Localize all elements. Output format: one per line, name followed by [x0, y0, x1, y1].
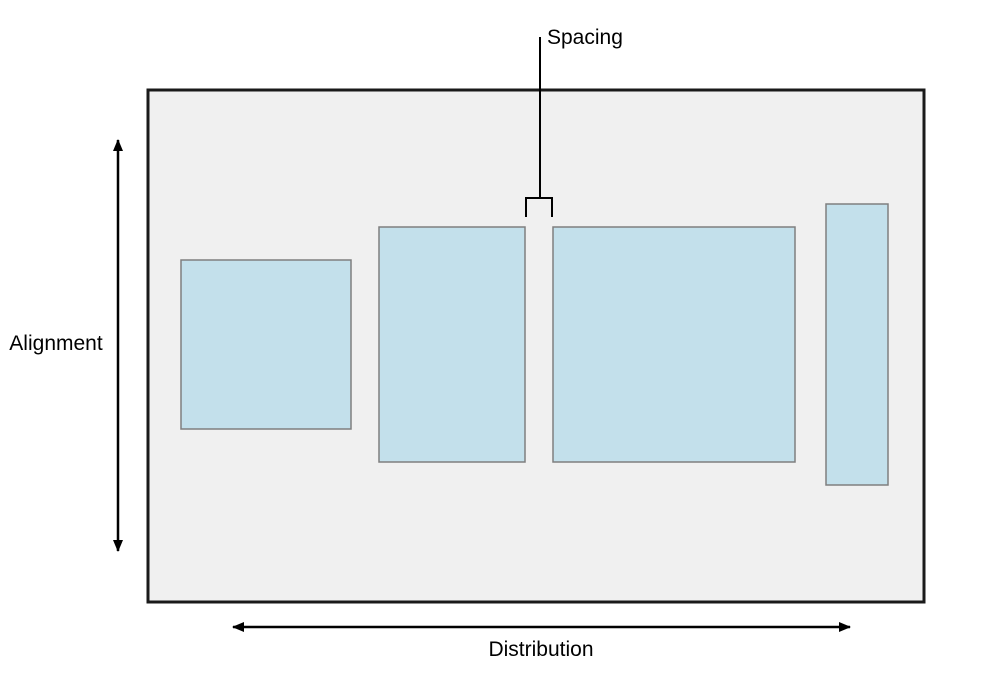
arranged-view-3	[552, 226, 796, 463]
distribution-label: Distribution	[488, 638, 593, 661]
arranged-view-1	[180, 259, 352, 430]
spacing-label: Spacing	[547, 26, 623, 49]
arranged-view-2	[378, 226, 526, 463]
alignment-label: Alignment	[9, 332, 103, 355]
arranged-view-4	[825, 203, 889, 486]
